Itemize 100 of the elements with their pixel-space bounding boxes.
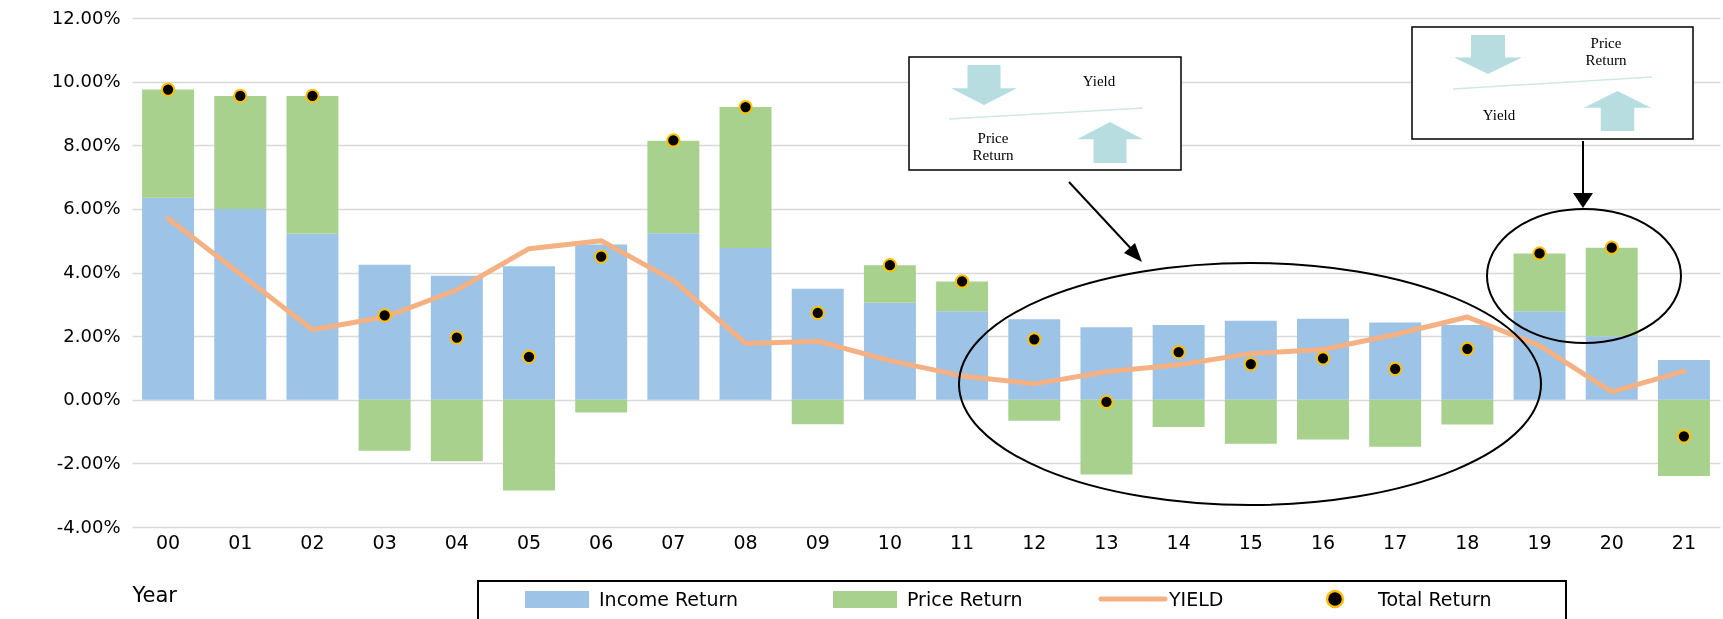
bar <box>1224 399 1277 444</box>
x-tick-label: 21 <box>1671 530 1696 553</box>
bar <box>1224 320 1277 400</box>
bar <box>719 107 772 248</box>
x-tick-label: 00 <box>156 530 181 553</box>
point <box>1315 351 1331 366</box>
point <box>377 308 392 323</box>
y-tick-label: 8.00% <box>63 133 121 155</box>
bar <box>647 233 700 400</box>
x-tick-label: 18 <box>1455 530 1480 553</box>
annotation: Yield <box>1482 107 1516 123</box>
x-tick-label: 17 <box>1383 530 1408 553</box>
legend-label: Income Return <box>599 588 739 610</box>
bar <box>1008 399 1061 421</box>
bar <box>1080 399 1133 475</box>
point <box>1604 240 1619 255</box>
y-tick-label: 0.00% <box>63 388 121 410</box>
point <box>305 88 320 104</box>
point <box>160 82 176 97</box>
bar <box>142 89 195 198</box>
bar <box>286 95 339 234</box>
bar <box>1152 399 1205 428</box>
bar <box>647 140 700 234</box>
bar <box>503 399 555 491</box>
bar <box>142 197 195 400</box>
point <box>1027 332 1042 347</box>
bar <box>1585 247 1638 337</box>
x-axis-title: Year <box>131 582 178 607</box>
point <box>1388 361 1403 376</box>
y-tick-label: -2.00% <box>56 451 121 473</box>
bar <box>1297 399 1349 440</box>
point <box>1171 344 1186 360</box>
bar <box>1008 319 1061 400</box>
point <box>1243 357 1258 372</box>
bar <box>214 208 267 400</box>
bar <box>358 264 411 400</box>
x-tick-label: 14 <box>1166 530 1191 553</box>
bar <box>1297 318 1349 400</box>
legend-label: Total Return <box>1377 588 1492 610</box>
x-tick-label: 03 <box>372 530 397 553</box>
point <box>738 99 753 115</box>
bar <box>286 233 339 400</box>
point <box>594 249 609 264</box>
x-tick-label: 07 <box>661 530 686 553</box>
annotation: Price Return <box>1585 34 1627 68</box>
point <box>810 305 825 321</box>
bar <box>430 275 483 400</box>
bar <box>1657 399 1710 477</box>
y-tick-label: 12.00% <box>51 6 121 28</box>
bar <box>1080 327 1133 400</box>
point <box>1532 246 1547 261</box>
x-tick-label: 10 <box>877 530 902 553</box>
y-tick-label: 10.00% <box>51 70 121 92</box>
y-tick-label: 6.00% <box>63 197 121 219</box>
legend-label: Price Return <box>907 588 1023 610</box>
x-tick-label: 15 <box>1238 530 1263 553</box>
bar <box>791 399 844 425</box>
y-tick-label: 4.00% <box>63 261 121 282</box>
point <box>1099 394 1114 410</box>
bar <box>1441 324 1494 400</box>
bar <box>1513 253 1566 312</box>
x-tick-label: 01 <box>228 530 253 553</box>
bar <box>936 281 989 312</box>
x-tick-label: 02 <box>300 530 325 553</box>
legend-label: YIELD <box>1168 588 1224 610</box>
bar <box>791 288 844 400</box>
bar <box>863 265 916 303</box>
point <box>233 88 248 104</box>
x-tick-label: 05 <box>516 530 542 553</box>
point <box>954 274 970 289</box>
bar <box>214 95 267 209</box>
bar <box>1441 399 1494 425</box>
point <box>666 133 681 148</box>
x-tick-label: 13 <box>1094 530 1119 553</box>
bar <box>863 302 916 400</box>
bar <box>1369 399 1422 447</box>
y-tick-label: -4.00% <box>56 515 121 537</box>
bar <box>430 399 483 462</box>
x-tick-label: 08 <box>733 530 758 553</box>
x-tick-label: 20 <box>1599 530 1624 553</box>
point <box>449 330 464 345</box>
bar <box>1657 359 1710 400</box>
bar <box>719 248 772 400</box>
point <box>521 349 537 364</box>
y-tick-label: 2.00% <box>63 324 121 346</box>
point <box>1460 341 1475 356</box>
point <box>882 258 898 273</box>
bar <box>936 311 989 400</box>
bar <box>575 244 628 400</box>
annotation: Yield <box>1082 73 1116 89</box>
x-tick-label: 12 <box>1022 530 1047 553</box>
annotation: Price Return <box>972 129 1014 163</box>
bar <box>358 399 411 451</box>
bar <box>503 266 555 400</box>
point <box>1676 429 1692 444</box>
x-tick-label: 11 <box>950 530 975 553</box>
x-tick-label: 16 <box>1310 530 1336 553</box>
x-tick-label: 06 <box>589 530 614 553</box>
x-tick-label: 09 <box>805 530 830 553</box>
x-tick-label: 04 <box>444 530 469 553</box>
